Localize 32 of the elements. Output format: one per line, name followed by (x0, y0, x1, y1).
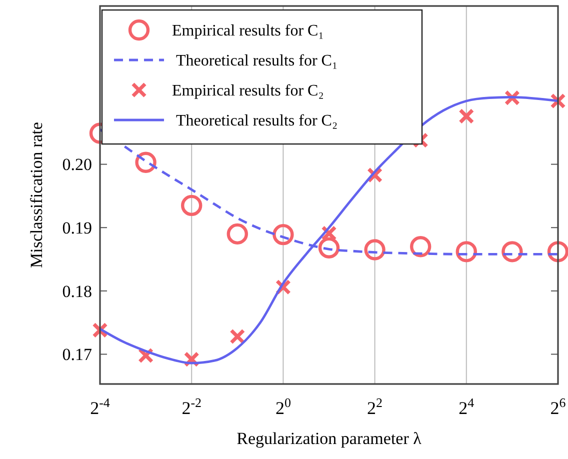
point (367, 167, 383, 183)
x-tick-label: 2$^{4}$ (458, 394, 475, 418)
x-tick-label: 2$^{2}$ (367, 394, 383, 418)
point (550, 93, 566, 109)
point (502, 241, 523, 262)
point (92, 322, 108, 338)
y-tick-label: 0.18 (62, 282, 92, 301)
x-tick-label: 2$^{-4}$ (90, 394, 110, 418)
y-tick-label: 0.19 (62, 218, 92, 238)
point (364, 239, 386, 260)
legend-label: Theoretical results for C₁ (176, 52, 338, 70)
point (272, 224, 294, 246)
point (547, 241, 568, 262)
point (458, 108, 474, 124)
legend-label: Empirical results for C₁ (172, 22, 324, 40)
legend-label: Theoretical results for C₂ (176, 112, 338, 130)
point (230, 328, 246, 344)
x-axis-title: Regularization parameter λ (236, 429, 422, 448)
x-tick-label: 2$^{-2}$ (182, 394, 202, 418)
point (321, 226, 337, 242)
point (456, 241, 477, 262)
point (138, 348, 154, 364)
x-tick-label: 2$^{6}$ (550, 394, 566, 418)
y-tick-label: 0.17 (62, 345, 92, 364)
point (226, 223, 248, 245)
point (410, 236, 432, 258)
y-axis-title: Misclassification rate (27, 122, 46, 268)
point (181, 194, 202, 216)
point (318, 237, 340, 258)
y-tick-label: 0.20 (62, 155, 92, 174)
legend-label: Empirical results for C₂ (172, 82, 324, 100)
x-tick-label: 2$^{0}$ (275, 394, 291, 418)
